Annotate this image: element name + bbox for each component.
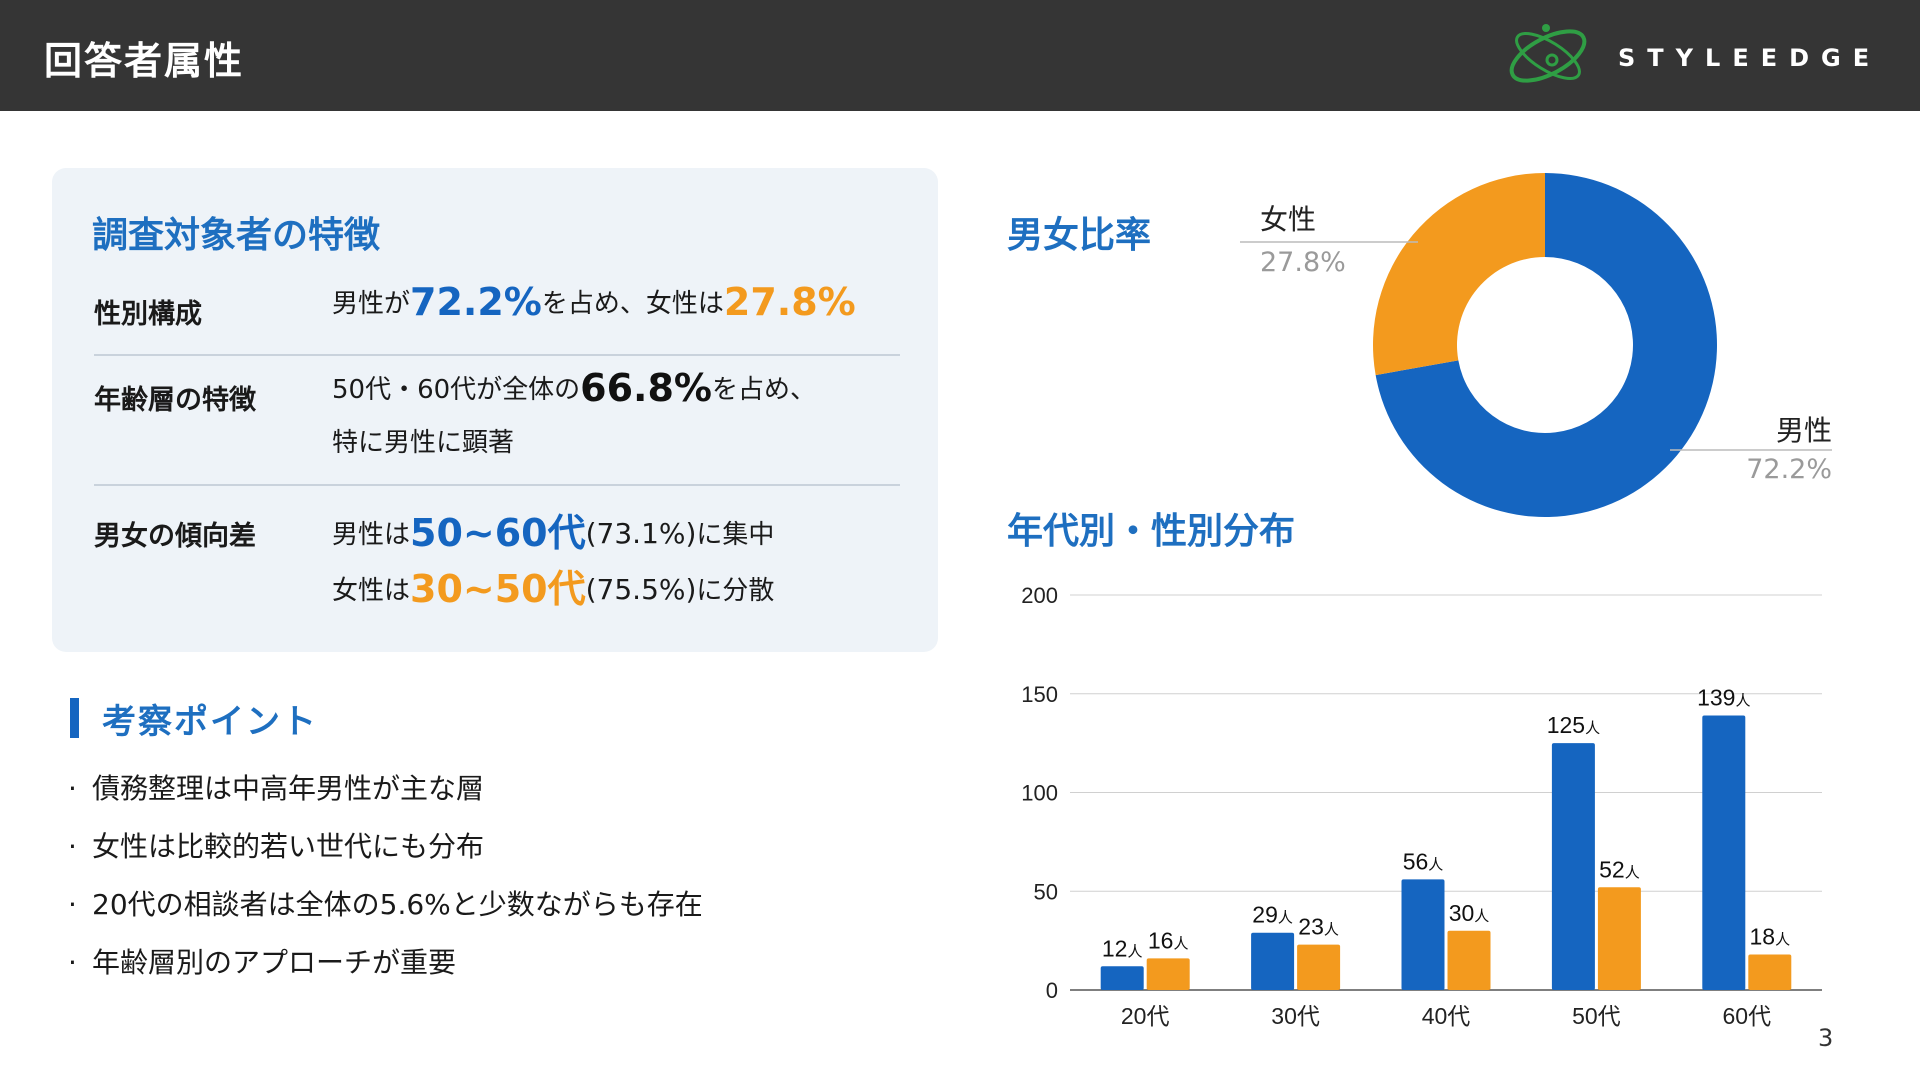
row-label-gender: 性別構成 [94, 299, 202, 330]
male-age-percent: (73.1%) [585, 517, 697, 550]
gender-ratio-title: 男女比率 [1007, 215, 1152, 256]
bar-value-label: 139人 [1697, 684, 1750, 710]
bar-value-unit: 人 [1278, 910, 1293, 927]
list-item: · 年齢層別のアプローチが重要 [68, 946, 457, 979]
list-item-text: 債務整理は中高年男性が主な層 [92, 772, 485, 805]
points-list: · 債務整理は中高年男性が主な層 · 女性は比較的若い世代にも分布 · 20代の相談者… [68, 760, 703, 992]
y-tick-label: 0 [1046, 978, 1058, 1003]
gender-donut-chart: 男性 72.2% 女性 27.8% [1240, 173, 1832, 517]
row-text-gender: 男性が72.2%を占め、女性は27.8% [332, 280, 856, 324]
list-item-text: 20代の相談者は全体の5.6%と少数ながらも存在 [92, 888, 703, 921]
row-text-age: 50代・60代が全体の66.8%を占め、 [332, 366, 816, 410]
points-accent-bar [70, 698, 79, 738]
text-segment: 女性は [332, 576, 411, 606]
bar-female-50代 [1597, 887, 1641, 990]
text-segment: 50代・60代が全体の [332, 375, 581, 405]
donut-slice-male [1375, 173, 1717, 517]
panel-title: 調査対象者の特徴 [92, 215, 381, 256]
logo-text: STYLEEDGE [1618, 44, 1882, 72]
bar-male-50代 [1551, 743, 1595, 990]
donut-label-female: 女性 [1260, 203, 1316, 236]
bar-value-label: 16人 [1148, 927, 1189, 953]
text-segment: 男性は [332, 520, 411, 550]
age-share-value: 66.8% [580, 366, 713, 410]
text-segment: に集中 [696, 520, 775, 550]
bar-female-60代 [1748, 954, 1792, 990]
text-segment: を占め、女性は [541, 289, 724, 319]
header-bar: 回答者属性 STYLEEDGE [0, 0, 1920, 111]
logo-mark-icon [1509, 24, 1587, 83]
list-item-text: 年齢層別のアプローチが重要 [92, 946, 457, 979]
donut-value-male: 72.2% [1746, 454, 1832, 485]
y-tick-label: 200 [1021, 583, 1058, 608]
text-segment: を占め、 [712, 375, 817, 405]
bar-female-40代 [1447, 930, 1491, 990]
bar-value-unit: 人 [1173, 935, 1188, 952]
bar-value-label: 125人 [1547, 712, 1600, 738]
bar-female-30代 [1297, 944, 1341, 990]
bar-value-label: 29人 [1252, 902, 1293, 928]
text-segment: 男性が [332, 289, 411, 319]
bar-value-label: 12人 [1102, 935, 1143, 961]
y-tick-label: 50 [1034, 879, 1058, 904]
x-tick-label: 60代 [1723, 1003, 1772, 1029]
bar-value-unit: 人 [1585, 720, 1600, 737]
row-text-age-line2: 特に男性に顕著 [332, 428, 515, 458]
page-number: 3 [1818, 1024, 1834, 1052]
bar-value-label: 30人 [1449, 900, 1490, 926]
bar-male-30代 [1251, 932, 1295, 990]
bar-female-20代 [1146, 958, 1190, 990]
styleedge-logo: STYLEEDGE [1500, 22, 1880, 90]
bar-value-label: 18人 [1749, 923, 1790, 949]
bar-value-unit: 人 [1735, 692, 1750, 709]
divider [94, 354, 900, 356]
male-ratio-value: 72.2% [410, 280, 542, 324]
page-title: 回答者属性 [44, 39, 245, 83]
bar-value-unit: 人 [1324, 922, 1339, 939]
bar-male-40代 [1401, 879, 1445, 990]
text-segment: に分散 [696, 576, 775, 606]
row-text-diff-female: 女性は30~50代(75.5%)に分散 [332, 558, 774, 613]
row-label-age: 年齢層の特徴 [94, 385, 256, 416]
donut-slice-female [1373, 173, 1545, 376]
bar-value-unit: 人 [1127, 943, 1142, 960]
bar-value-label: 23人 [1298, 914, 1339, 940]
y-tick-label: 150 [1021, 682, 1058, 707]
female-ratio-value: 27.8% [723, 280, 856, 324]
summary-panel: 調査対象者の特徴 性別構成 男性が72.2%を占め、女性は27.8% 年齢層の特… [52, 168, 938, 652]
bar-value-unit: 人 [1775, 931, 1790, 948]
bar-male-60代 [1702, 715, 1746, 990]
divider [94, 484, 900, 486]
age-gender-title: 年代別・性別分布 [1007, 511, 1296, 552]
female-age-percent: (75.5%) [585, 573, 697, 606]
bar-value-label: 56人 [1403, 848, 1444, 874]
points-title: 考察ポイント [102, 702, 318, 742]
list-item-text: 女性は比較的若い世代にも分布 [92, 830, 485, 863]
y-tick-label: 100 [1021, 781, 1058, 806]
x-tick-label: 50代 [1572, 1003, 1621, 1029]
x-tick-label: 20代 [1121, 1003, 1170, 1029]
male-age-range: 50~60代 [410, 511, 586, 555]
bar-value-unit: 人 [1474, 908, 1489, 925]
list-item: · 女性は比較的若い世代にも分布 [68, 830, 485, 863]
donut-value-female: 27.8% [1260, 247, 1346, 278]
x-tick-label: 30代 [1271, 1003, 1320, 1029]
x-tick-label: 40代 [1422, 1003, 1471, 1029]
bar-male-20代 [1100, 966, 1144, 990]
donut-label-male: 男性 [1776, 414, 1832, 447]
bar-value-unit: 人 [1625, 864, 1640, 881]
row-text-diff-male: 男性は50~60代(73.1%)に集中 [332, 502, 774, 557]
list-item: · 債務整理は中高年男性が主な層 [68, 772, 485, 805]
list-item: · 20代の相談者は全体の5.6%と少数ながらも存在 [68, 888, 703, 921]
row-label-diff: 男女の傾向差 [94, 521, 256, 552]
bar-value-label: 52人 [1599, 856, 1640, 882]
female-age-range: 30~50代 [410, 567, 586, 611]
bar-value-unit: 人 [1428, 856, 1443, 873]
